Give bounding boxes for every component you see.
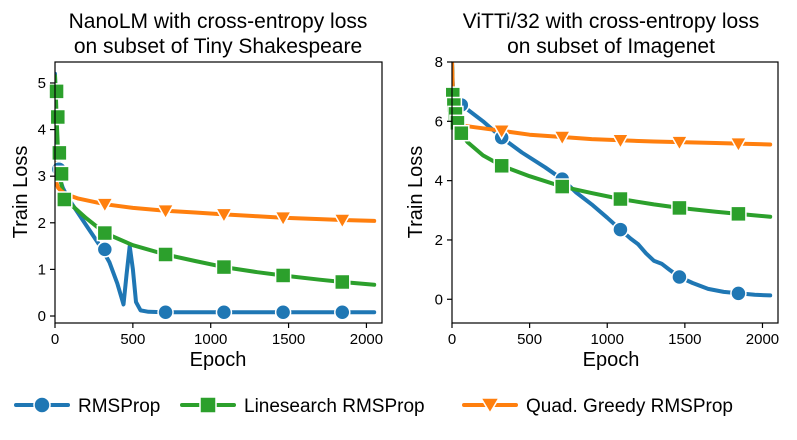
panel-right-marker-quad-greedy-rmsprop: [492, 124, 511, 141]
panel-left-x-axis-label: Epoch: [190, 349, 247, 371]
panel-left-marker-rmsprop: [96, 241, 114, 258]
panel-left-marker-rmsprop: [157, 304, 174, 321]
legend-label-rmsprop: RMSProp: [78, 396, 160, 417]
panel-right-marker-quad-greedy-rmsprop: [552, 130, 572, 147]
legend-label-linesearch-rmsprop: Linesearch RMSProp: [244, 396, 425, 417]
panel-right-y-tick-label: 8: [435, 54, 443, 71]
panel-left-marker-linesearch-rmsprop: [49, 108, 67, 126]
panel-right-x-tick-label: 500: [517, 331, 542, 348]
panel-left-marker-quad-greedy-rmsprop: [156, 203, 175, 221]
panel-left-marker-quad-greedy-rmsprop: [214, 207, 234, 224]
panel-right-marker-group: [444, 86, 748, 302]
panel-left-y-tick-label: 1: [38, 261, 46, 278]
panel-left-marker-linesearch-rmsprop: [56, 191, 73, 208]
panel-left-x-tick-label: 1500: [272, 331, 305, 348]
panel-right-marker-rmsprop: [730, 285, 747, 302]
panel-right-y-tick-label: 0: [435, 291, 443, 308]
panel-left-y-tick-label: 4: [38, 122, 46, 139]
panel-left-x-tick-label: 1000: [194, 331, 227, 348]
panel-left-marker-group: [48, 83, 352, 321]
panel-right-axes-frame: [451, 61, 779, 324]
panel-left-marker-quad-greedy-rmsprop: [95, 197, 115, 214]
panel-left-marker-linesearch-rmsprop: [157, 246, 174, 263]
panel-right-x-tick-label: 1500: [668, 331, 701, 348]
panel-left-marker-rmsprop: [215, 304, 233, 321]
panel-left-y-tick-label: 0: [38, 308, 46, 325]
panel-right-plot-area: 0 500 1000 1500 2000 0 2 4 6 8: [435, 54, 780, 348]
panel-right-title-line-2: on subset of Imagenet: [507, 35, 715, 58]
panel-left-y-tick-label: 3: [38, 168, 46, 185]
panel-left-y-axis-label: Train Loss: [10, 146, 32, 239]
panel-left-marker-linesearch-rmsprop: [215, 258, 233, 276]
panel-right-marker-quad-greedy-rmsprop: [670, 135, 689, 152]
panel-left-x-tick-label: 500: [120, 331, 145, 348]
panel-left-title-line-2: on subset of Tiny Shakespeare: [74, 35, 362, 58]
legend-label-quad-greedy-rmsprop: Quad. Greedy RMSProp: [526, 396, 733, 417]
legend-marker-linesearch-rmsprop: [199, 396, 217, 414]
legend-marker-quad-greedy-rmsprop: [479, 397, 501, 415]
panel-right-marker-linesearch-rmsprop: [493, 157, 510, 175]
panel-right-marker-rmsprop: [671, 268, 688, 286]
panel-left-title-line-1: NanoLM with cross-entropy loss: [69, 10, 368, 33]
panel-right-marker-rmsprop: [612, 221, 629, 238]
panel-left-marker-linesearch-rmsprop: [51, 144, 68, 162]
panel-right-x-tick-label: 1000: [591, 331, 624, 348]
panel-left-y-tick-label: 2: [38, 215, 46, 232]
panel-left-marker-quad-greedy-rmsprop: [273, 210, 293, 228]
panel-left-x-tick-label: 2000: [350, 331, 383, 348]
panel-right-marker-linesearch-rmsprop: [671, 199, 688, 217]
panel-left-line-quad-greedy-rmsprop: [55, 160, 377, 223]
panel-right-marker-linesearch-rmsprop: [730, 205, 747, 223]
panel-left: NanoLM with cross-entropy loss on subset…: [10, 10, 383, 371]
panel-right-marker-quad-greedy-rmsprop: [611, 133, 630, 150]
panel-right-marker-linesearch-rmsprop: [553, 178, 571, 195]
panel-left-x-tick-label: 0: [51, 331, 59, 348]
panel-left-marker-rmsprop: [334, 304, 351, 321]
panel-left-plot-area: 0 500 1000 1500 2000 0 1 2 3 4 5: [38, 61, 383, 348]
legend: RMSProp Linesearch RMSProp Quad. Greedy …: [14, 396, 733, 417]
panel-right-y-tick-label: 4: [435, 173, 443, 190]
legend-item-rmsprop: RMSProp: [14, 396, 160, 417]
legend-item-quad-greedy-rmsprop: Quad. Greedy RMSProp: [462, 396, 733, 417]
panel-right-x-tick-label: 0: [448, 331, 456, 348]
panel-left-marker-linesearch-rmsprop: [96, 224, 114, 242]
panel-left-marker-rmsprop: [274, 304, 292, 321]
panel-left-marker-linesearch-rmsprop: [274, 267, 292, 284]
panel-right-marker-linesearch-rmsprop: [612, 190, 629, 208]
panel-right-y-axis-label: Train Loss: [405, 146, 427, 239]
panel-right-title-line-1: ViTTi/32 with cross-entropy loss: [463, 10, 759, 33]
legend-marker-rmsprop: [33, 396, 51, 414]
panel-left-marker-quad-greedy-rmsprop: [333, 213, 352, 230]
panel-right-x-axis-label: Epoch: [583, 349, 640, 371]
panel-left-y-tick-label: 5: [38, 75, 46, 92]
panel-left-marker-linesearch-rmsprop: [53, 165, 70, 183]
panel-left-axes-frame: [54, 61, 383, 324]
legend-item-linesearch-rmsprop: Linesearch RMSProp: [180, 396, 425, 417]
panel-right: ViTTi/32 with cross-entropy loss on subs…: [405, 10, 779, 371]
panel-right-marker-linesearch-rmsprop: [453, 124, 470, 142]
panel-right-y-tick-label: 2: [435, 232, 443, 249]
panel-right-x-tick-label: 2000: [746, 331, 779, 348]
panel-left-marker-linesearch-rmsprop: [48, 83, 65, 100]
panel-right-y-tick-label: 6: [435, 113, 443, 130]
panel-left-marker-linesearch-rmsprop: [334, 273, 351, 291]
panel-right-marker-quad-greedy-rmsprop: [729, 136, 748, 154]
